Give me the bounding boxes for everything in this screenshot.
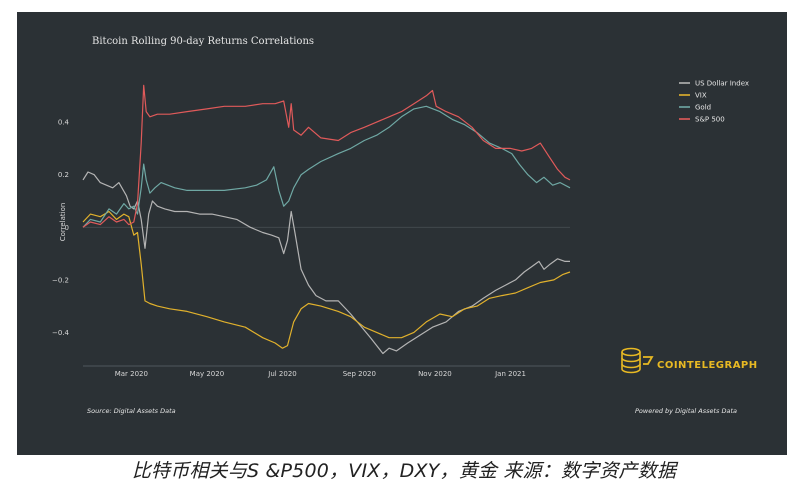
y-axis-label: Correlation (59, 203, 67, 242)
x-tick-label: Jan 2021 (494, 370, 526, 378)
coin-stack-icon (621, 347, 654, 374)
logo-wordmark: COINTELEGRAPH (657, 360, 758, 371)
y-tick-label: −0.2 (52, 276, 69, 284)
x-tick-label: Nov 2020 (418, 370, 452, 378)
legend-label: Gold (695, 104, 711, 112)
y-axis-ticks: −0.4 −0.2 0 0.2 0.4 (52, 119, 70, 337)
x-tick-label: Jul 2020 (267, 370, 297, 378)
legend-label: VIX (695, 92, 707, 100)
x-tick-label: May 2020 (190, 370, 225, 378)
x-tick-label: Sep 2020 (343, 370, 376, 378)
series-lines (82, 84, 571, 355)
legend: US Dollar Index VIX Gold S&P 500 (679, 80, 749, 124)
y-tick-label: 0.2 (58, 171, 69, 179)
y-tick-label: −0.4 (52, 329, 70, 337)
y-tick-label: 0 (65, 224, 69, 232)
x-tick-label: Mar 2020 (115, 370, 148, 378)
legend-label: S&P 500 (695, 116, 725, 124)
y-tick-label: 0.4 (58, 119, 70, 127)
powered-by-note: Powered by Digital Assets Data (635, 407, 737, 415)
x-axis-ticks: Mar 2020 May 2020 Jul 2020 Sep 2020 Nov 2020… (115, 370, 526, 378)
series-line-gold (82, 105, 571, 228)
figure-caption: 比特币相关与S &P500，VIX，DXY，黄金 来源：数字资产数据 (131, 460, 677, 482)
series-line-vix (82, 210, 571, 349)
series-line-us-dollar-index (82, 171, 570, 355)
chart-panel: Bitcoin Rolling 90-day Returns Correlati… (17, 12, 787, 455)
cointelegraph-logo: COINTELEGRAPH (621, 347, 758, 374)
chart-title: Bitcoin Rolling 90-day Returns Correlati… (92, 36, 314, 47)
chart-svg: Bitcoin Rolling 90-day Returns Correlati… (52, 36, 758, 415)
series-line-sp-500 (82, 84, 571, 228)
legend-label: US Dollar Index (695, 80, 749, 88)
source-note: Source: Digital Assets Data (87, 407, 176, 415)
